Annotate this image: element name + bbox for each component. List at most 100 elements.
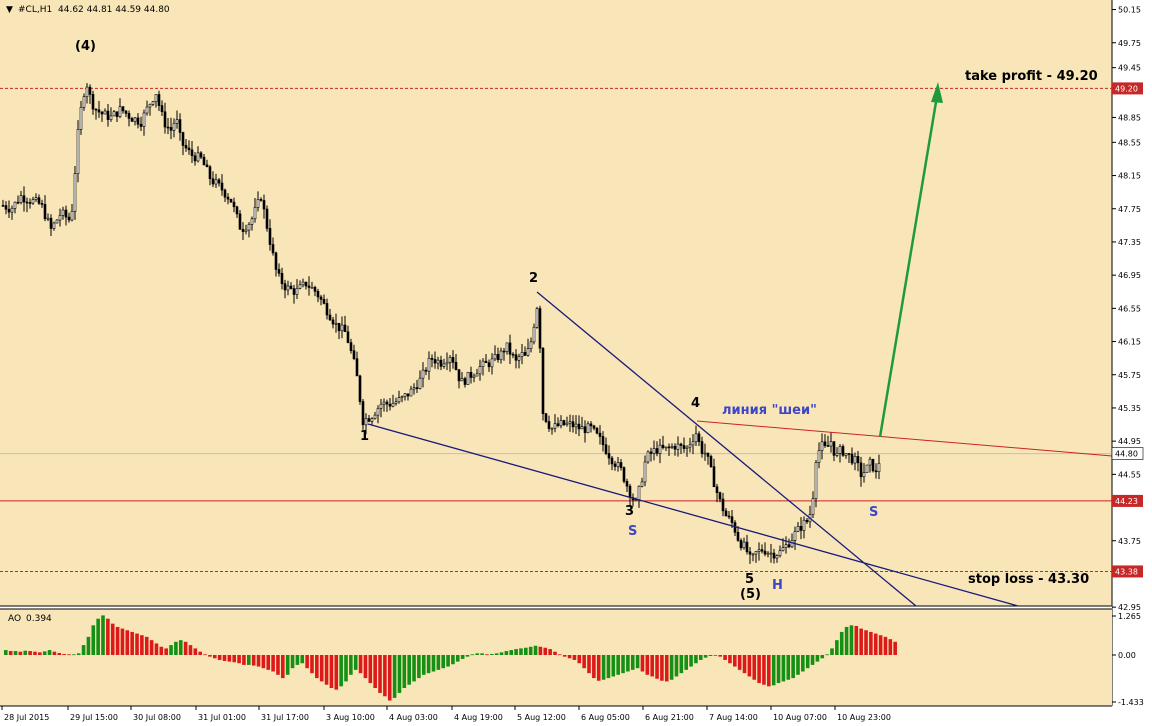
ao-bar [203, 654, 207, 656]
ao-bar [820, 655, 825, 659]
ao-bar [630, 655, 635, 670]
candle-body [427, 357, 431, 372]
candle-body [379, 403, 383, 409]
ao-bar [446, 655, 450, 667]
ao-bar [159, 646, 164, 655]
target-arrow-line[interactable] [878, 95, 939, 438]
candle-body [220, 182, 224, 191]
time-tick-label: 7 Aug 14:00 [709, 713, 758, 722]
price-tag-neckline-level [1112, 494, 1143, 507]
stop-loss-label: stop loss - 43.30 [968, 572, 1089, 587]
candle-body [106, 110, 110, 120]
candle-body [271, 244, 275, 254]
time-tick-label: 5 Aug 12:00 [517, 713, 566, 722]
candle-body [358, 375, 362, 402]
candle-body [223, 189, 227, 198]
candle-body [493, 354, 497, 360]
price-tag-take-profit [1112, 82, 1143, 95]
candle-body [283, 283, 287, 291]
candle-body [313, 286, 317, 292]
candle-body [661, 444, 665, 448]
price-tag-text-stop-loss: 43.38 [1115, 567, 1138, 576]
ao-bar [664, 655, 669, 682]
ao-bar [888, 639, 893, 655]
candle-body [463, 378, 467, 385]
ao-bar [198, 651, 202, 655]
ao-bar [402, 655, 407, 688]
candle-body [334, 322, 338, 325]
candle-body [235, 206, 239, 215]
ao-bar [174, 641, 178, 655]
pattern-label-left-shoulder: S [628, 524, 637, 539]
candle-body [484, 360, 488, 364]
price-tick-label: 47.35 [1118, 238, 1141, 247]
ao-bar [796, 655, 800, 675]
pattern-label-head: H [772, 578, 783, 593]
ao-bar [728, 655, 732, 664]
candle-body [181, 132, 185, 146]
time-tick-label: 10 Aug 23:00 [837, 713, 891, 722]
price-tick-label: 44.55 [1118, 470, 1141, 479]
candle-body [406, 393, 410, 397]
candle-body [439, 359, 443, 367]
candle-body [262, 200, 266, 210]
wedge-lower-line[interactable] [367, 423, 1019, 607]
candle-body [529, 341, 533, 349]
ao-bar [324, 655, 329, 685]
time-tick-label: 3 Aug 10:00 [326, 713, 375, 722]
candle-body [295, 288, 299, 295]
candle-body [616, 462, 620, 467]
ao-bar [18, 651, 23, 655]
ao-bar [533, 645, 538, 655]
candle-body [109, 115, 113, 120]
ao-bar [626, 655, 630, 672]
ao-bar [368, 655, 373, 684]
candle-body [277, 269, 281, 274]
candle-body [646, 451, 650, 463]
candle-body [250, 218, 254, 225]
candle-body [10, 208, 14, 213]
ao-bar [815, 655, 820, 662]
ao-bar [373, 655, 377, 688]
candle-body [844, 453, 848, 456]
candle-body [397, 397, 401, 403]
candle-body [781, 547, 785, 551]
candle-body [52, 222, 56, 229]
ao-bar [883, 636, 888, 655]
neckline-line[interactable] [696, 420, 1113, 457]
candle-body [46, 217, 50, 220]
candle-body [685, 446, 689, 449]
ao-bar [635, 655, 640, 669]
ao-bar [266, 655, 271, 670]
ao-bar [392, 655, 397, 698]
ao-bar [67, 654, 71, 656]
candle-body [832, 441, 836, 456]
ao-bar [499, 652, 504, 655]
candle-body [688, 444, 692, 448]
indicator-area[interactable] [0, 609, 1112, 706]
candle-body [448, 357, 452, 363]
time-tick-label: 31 Jul 17:00 [261, 713, 309, 722]
candle-body [166, 126, 170, 129]
candle-body [415, 387, 419, 389]
price-tick-label: 50.15 [1118, 6, 1141, 15]
price-tags: 49.20 44.23 43.38 44.80 [1111, 82, 1144, 578]
ao-bar [188, 645, 193, 655]
candle-body [691, 441, 695, 446]
candle-body [835, 453, 839, 456]
candle-body [388, 403, 392, 407]
wedge-upper-line[interactable] [536, 291, 917, 607]
candle-body [160, 105, 164, 113]
ao-bar [674, 655, 679, 677]
candle-body [721, 498, 725, 512]
candle-body [736, 532, 740, 541]
main-chart-area[interactable] [0, 0, 1112, 606]
candle-body [874, 470, 878, 473]
candle-body [49, 217, 53, 229]
candle-body [604, 444, 608, 454]
take-profit-label: take profit - 49.20 [965, 69, 1098, 84]
candle-body [352, 350, 356, 359]
candle-body [196, 152, 200, 162]
candle-body [247, 224, 251, 231]
ao-bar [762, 655, 766, 685]
